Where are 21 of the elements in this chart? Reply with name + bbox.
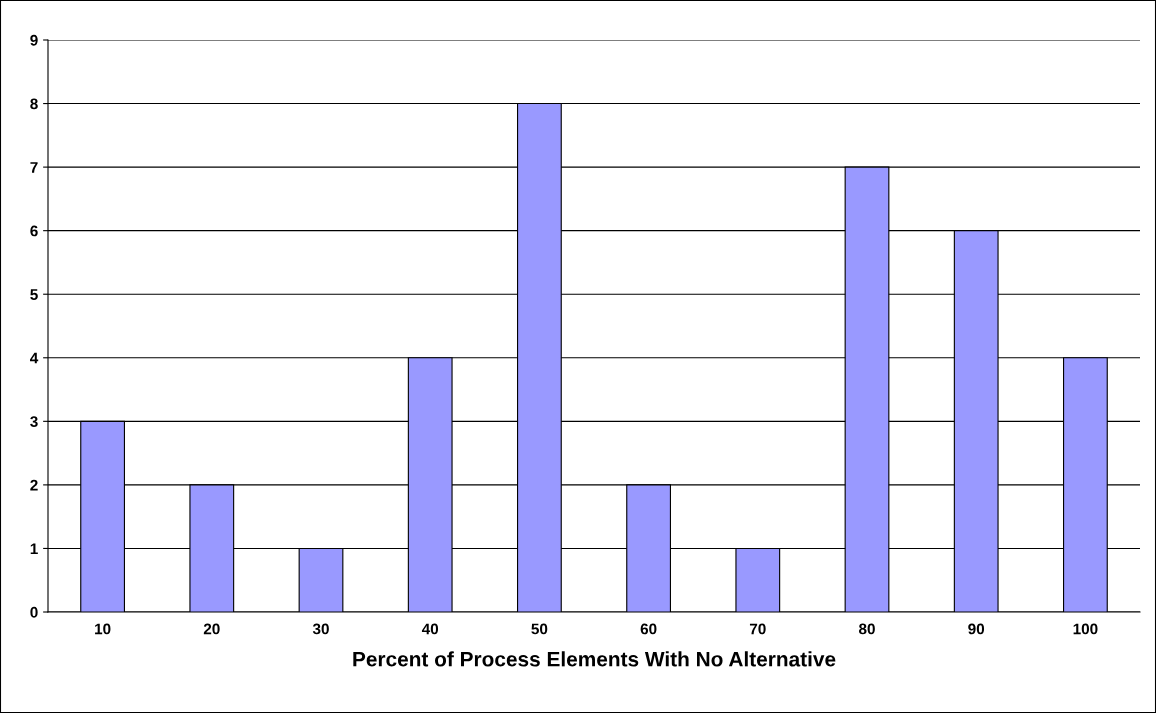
y-tick-label: 5 [30,289,38,300]
y-tick-label: 3 [30,416,38,428]
x-tick-label: 50 [531,623,548,635]
y-tick-label: 2 [30,479,38,491]
y-tick-label: 7 [30,162,38,173]
x-tick-label: 30 [312,623,329,635]
x-tick-label: 10 [95,623,111,635]
x-tick-label: 90 [968,623,985,635]
y-tick-label: 0 [30,606,38,618]
y-tick-label: 1 [30,543,38,554]
y-tick-label: 6 [30,225,38,237]
x-tick-label: 40 [421,623,439,635]
x-tick-label: 70 [749,623,766,635]
x-tick-label: 100 [1073,623,1098,635]
y-tick-label: 4 [30,352,39,364]
x-axis-title: Percent of Process Elements With No Alternative [353,651,836,667]
x-tick-label: 60 [640,623,657,635]
y-tick-label: 9 [30,34,38,46]
x-tick-label: 80 [858,623,875,635]
x-tick-label: 20 [203,623,220,635]
y-tick-label: 8 [30,98,38,110]
